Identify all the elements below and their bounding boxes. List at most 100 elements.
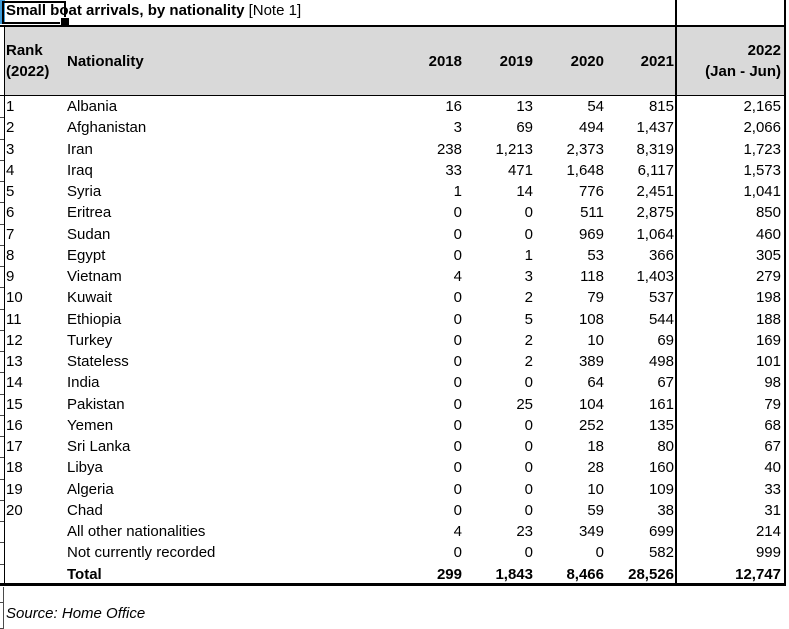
header-cell-nationality[interactable]: Nationality: [67, 27, 144, 95]
value-cell-2020[interactable]: 18: [587, 438, 604, 456]
value-cell-2022[interactable]: 67: [764, 438, 781, 456]
value-cell-2020[interactable]: 54: [587, 98, 604, 116]
value-cell-2018[interactable]: 0: [453, 289, 462, 307]
nationality-cell[interactable]: Eritrea: [67, 204, 112, 222]
value-cell-2019[interactable]: 5: [524, 310, 533, 328]
value-cell-2018[interactable]: 0: [453, 374, 462, 392]
value-cell-2022[interactable]: 460: [755, 225, 781, 243]
nationality-cell[interactable]: Sudan: [67, 225, 111, 243]
value-cell-2019[interactable]: 13: [516, 98, 533, 116]
nationality-cell[interactable]: India: [67, 374, 100, 392]
value-cell-2022[interactable]: 31: [764, 501, 781, 519]
header-cell-2019[interactable]: 2019: [500, 27, 533, 95]
value-cell-2018[interactable]: 1: [453, 183, 462, 201]
rank-cell[interactable]: 6: [6, 204, 15, 222]
value-cell-2020[interactable]: 64: [587, 374, 604, 392]
value-cell-2020[interactable]: 118: [580, 268, 604, 286]
value-cell-2021[interactable]: 582: [648, 544, 674, 562]
value-cell-2022[interactable]: 1,041: [743, 183, 781, 201]
value-cell-2022[interactable]: 101: [755, 353, 781, 371]
value-cell-2021[interactable]: 498: [648, 353, 674, 371]
rank-cell[interactable]: 16: [6, 416, 23, 434]
rank-cell[interactable]: 5: [6, 183, 15, 201]
nationality-cell[interactable]: Ethiopia: [67, 310, 122, 328]
value-cell-2018[interactable]: 4: [453, 268, 462, 286]
value-cell-2019[interactable]: 1: [524, 246, 533, 264]
value-cell-2020[interactable]: 1,648: [566, 161, 604, 179]
value-cell-2021[interactable]: 544: [648, 310, 674, 328]
value-cell-2018[interactable]: 0: [453, 438, 462, 456]
value-cell-2020[interactable]: 104: [578, 395, 604, 413]
header-cell-2022[interactable]: 2022 (Jan - Jun): [705, 27, 781, 95]
header-cell-2021[interactable]: 2021: [641, 27, 674, 95]
rank-cell[interactable]: 18: [6, 459, 23, 477]
header-cell-rank[interactable]: Rank (2022): [6, 27, 49, 95]
source-note[interactable]: Source: Home Office: [6, 605, 146, 622]
value-cell-2018[interactable]: 238: [436, 140, 462, 158]
value-cell-2021[interactable]: 699: [648, 523, 674, 541]
value-cell-2019[interactable]: 0: [524, 225, 533, 243]
value-cell-2018[interactable]: 0: [453, 225, 462, 243]
nationality-cell[interactable]: Not currently recorded: [67, 544, 216, 562]
rank-cell[interactable]: 19: [6, 480, 23, 498]
value-cell-2019[interactable]: 0: [524, 416, 533, 434]
value-cell-2018[interactable]: 4: [453, 523, 462, 541]
value-cell-2019[interactable]: 0: [524, 459, 533, 477]
nationality-cell[interactable]: Turkey: [67, 331, 113, 349]
value-cell-2018[interactable]: 0: [453, 480, 462, 498]
value-cell-2020[interactable]: 349: [578, 523, 604, 541]
value-cell-2022[interactable]: 1,573: [743, 161, 781, 179]
value-cell-2022[interactable]: 305: [755, 246, 781, 264]
value-cell-2021[interactable]: 67: [657, 374, 674, 392]
nationality-cell[interactable]: Iraq: [67, 161, 93, 179]
value-cell-2021[interactable]: 2,875: [636, 204, 674, 222]
value-cell-2021[interactable]: 8,319: [636, 140, 674, 158]
value-cell-2018[interactable]: 0: [453, 310, 462, 328]
value-cell-2020[interactable]: 108: [578, 310, 604, 328]
value-cell-2020[interactable]: 252: [578, 416, 604, 434]
header-cell-2020[interactable]: 2020: [571, 27, 604, 95]
value-cell-2022[interactable]: 214: [755, 523, 781, 541]
nationality-cell[interactable]: Algeria: [67, 480, 114, 498]
value-cell-2020[interactable]: 8,466: [566, 565, 604, 583]
rank-cell[interactable]: 9: [6, 268, 15, 286]
value-cell-2018[interactable]: 0: [453, 544, 462, 562]
value-cell-2020[interactable]: 511: [580, 204, 604, 222]
nationality-cell[interactable]: Albania: [67, 98, 118, 116]
value-cell-2019[interactable]: 2: [524, 289, 533, 307]
nationality-cell[interactable]: Vietnam: [67, 268, 122, 286]
nationality-cell[interactable]: Chad: [67, 501, 103, 519]
nationality-cell[interactable]: Yemen: [67, 416, 114, 434]
value-cell-2020[interactable]: 2,373: [566, 140, 604, 158]
value-cell-2022[interactable]: 2,066: [743, 119, 781, 137]
value-cell-2021[interactable]: 28,526: [628, 565, 674, 583]
rank-cell[interactable]: 14: [6, 374, 23, 392]
value-cell-2022[interactable]: 68: [764, 416, 781, 434]
nationality-cell[interactable]: Iran: [67, 140, 93, 158]
value-cell-2021[interactable]: 2,451: [636, 183, 674, 201]
nationality-cell[interactable]: Egypt: [67, 246, 106, 264]
value-cell-2020[interactable]: 10: [587, 331, 604, 349]
value-cell-2020[interactable]: 776: [578, 183, 604, 201]
rank-cell[interactable]: 12: [6, 331, 23, 349]
rank-cell[interactable]: 10: [6, 289, 23, 307]
value-cell-2019[interactable]: 25: [516, 395, 533, 413]
value-cell-2019[interactable]: 69: [516, 119, 533, 137]
value-cell-2018[interactable]: 0: [453, 204, 462, 222]
value-cell-2022[interactable]: 198: [755, 289, 781, 307]
value-cell-2018[interactable]: 0: [453, 353, 462, 371]
value-cell-2018[interactable]: 0: [453, 246, 462, 264]
value-cell-2021[interactable]: 161: [648, 395, 674, 413]
value-cell-2022[interactable]: 79: [764, 395, 781, 413]
value-cell-2021[interactable]: 1,437: [636, 119, 674, 137]
value-cell-2021[interactable]: 1,403: [636, 268, 674, 286]
value-cell-2020[interactable]: 494: [578, 119, 604, 137]
value-cell-2022[interactable]: 999: [755, 544, 781, 562]
nationality-cell[interactable]: Total: [67, 565, 102, 583]
nationality-cell[interactable]: Syria: [67, 183, 102, 201]
value-cell-2019[interactable]: 0: [524, 544, 533, 562]
value-cell-2020[interactable]: 28: [587, 459, 604, 477]
value-cell-2021[interactable]: 160: [648, 459, 674, 477]
nationality-cell[interactable]: Libya: [67, 459, 103, 477]
value-cell-2018[interactable]: 0: [453, 501, 462, 519]
